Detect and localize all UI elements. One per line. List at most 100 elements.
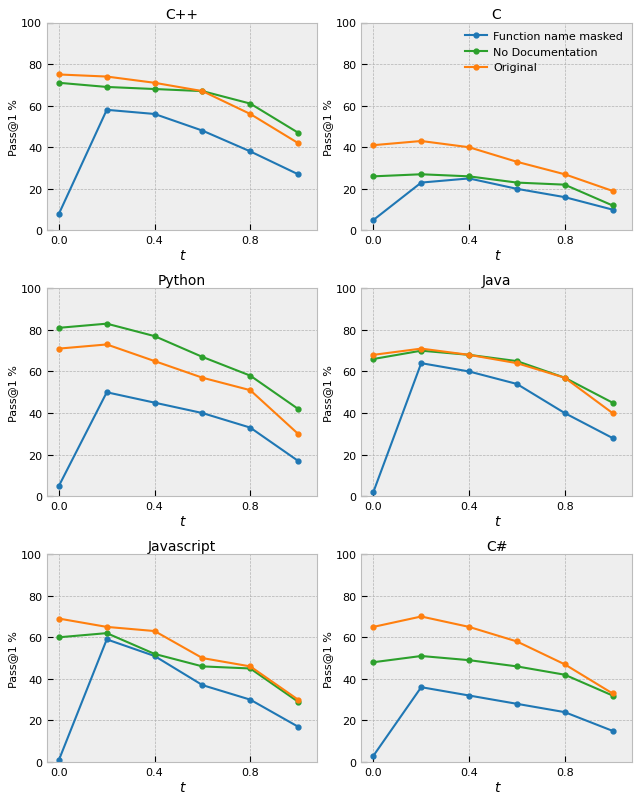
Function name masked bbox=[465, 367, 473, 377]
Legend: Function name masked, No Documentation, Original: Function name masked, No Documentation, … bbox=[462, 29, 626, 77]
No Documentation bbox=[369, 658, 377, 667]
Function name masked bbox=[609, 434, 616, 444]
Line: Original: Original bbox=[56, 617, 301, 703]
Original bbox=[198, 87, 206, 97]
Line: No Documentation: No Documentation bbox=[56, 322, 301, 411]
No Documentation bbox=[417, 651, 425, 661]
Line: Function name masked: Function name masked bbox=[371, 361, 615, 495]
No Documentation bbox=[198, 353, 206, 363]
Original bbox=[151, 357, 159, 367]
Original bbox=[561, 660, 568, 670]
No Documentation bbox=[151, 85, 159, 95]
Function name masked bbox=[198, 127, 206, 136]
Line: Original: Original bbox=[371, 614, 615, 696]
Original bbox=[513, 637, 521, 646]
Original bbox=[417, 612, 425, 622]
No Documentation bbox=[103, 629, 111, 638]
Function name masked bbox=[198, 680, 206, 690]
Title: C: C bbox=[492, 8, 501, 22]
No Documentation bbox=[465, 350, 473, 360]
Function name masked bbox=[151, 399, 159, 408]
Original bbox=[369, 350, 377, 360]
No Documentation bbox=[246, 99, 254, 109]
Original bbox=[609, 409, 616, 419]
Original bbox=[294, 695, 302, 705]
Title: C++: C++ bbox=[166, 8, 198, 22]
Original bbox=[198, 374, 206, 383]
Line: No Documentation: No Documentation bbox=[371, 654, 615, 698]
Function name masked bbox=[198, 409, 206, 419]
No Documentation bbox=[103, 319, 111, 329]
Original bbox=[609, 689, 616, 699]
Original bbox=[294, 139, 302, 148]
Original bbox=[417, 344, 425, 354]
X-axis label: t: t bbox=[494, 514, 499, 529]
Function name masked bbox=[151, 110, 159, 119]
No Documentation bbox=[151, 332, 159, 342]
No Documentation bbox=[294, 128, 302, 138]
Original bbox=[465, 144, 473, 153]
Function name masked bbox=[417, 683, 425, 692]
Y-axis label: Pass@1 %: Pass@1 % bbox=[8, 99, 19, 156]
Y-axis label: Pass@1 %: Pass@1 % bbox=[323, 630, 333, 687]
No Documentation bbox=[198, 662, 206, 671]
Function name masked bbox=[609, 205, 616, 215]
Function name masked bbox=[513, 379, 521, 389]
Function name masked bbox=[55, 209, 63, 219]
Function name masked bbox=[294, 170, 302, 180]
Original bbox=[369, 622, 377, 632]
No Documentation bbox=[369, 354, 377, 364]
Original bbox=[246, 110, 254, 119]
Function name masked bbox=[513, 699, 521, 709]
No Documentation bbox=[151, 650, 159, 659]
Line: No Documentation: No Documentation bbox=[371, 349, 615, 406]
No Documentation bbox=[294, 404, 302, 414]
No Documentation bbox=[513, 179, 521, 188]
Function name masked bbox=[103, 634, 111, 644]
No Documentation bbox=[609, 399, 616, 408]
Original bbox=[513, 358, 521, 368]
Original bbox=[294, 430, 302, 439]
Line: Original: Original bbox=[56, 73, 301, 146]
Line: No Documentation: No Documentation bbox=[371, 172, 615, 209]
Original bbox=[417, 137, 425, 147]
Function name masked bbox=[417, 179, 425, 188]
Title: C#: C# bbox=[486, 539, 508, 553]
Line: No Documentation: No Documentation bbox=[56, 631, 301, 704]
Original bbox=[151, 79, 159, 88]
X-axis label: t: t bbox=[494, 780, 499, 794]
Original bbox=[55, 614, 63, 624]
Original bbox=[369, 141, 377, 151]
Line: Original: Original bbox=[56, 342, 301, 437]
Original bbox=[465, 350, 473, 360]
Function name masked bbox=[465, 174, 473, 184]
X-axis label: t: t bbox=[179, 249, 185, 263]
No Documentation bbox=[609, 691, 616, 700]
Title: Java: Java bbox=[482, 273, 511, 288]
Line: Function name masked: Function name masked bbox=[56, 391, 301, 488]
Function name masked bbox=[103, 106, 111, 115]
No Documentation bbox=[55, 323, 63, 333]
Function name masked bbox=[294, 722, 302, 731]
Original bbox=[246, 386, 254, 395]
Function name masked bbox=[369, 216, 377, 225]
No Documentation bbox=[246, 371, 254, 381]
Function name masked bbox=[369, 488, 377, 497]
Original bbox=[513, 158, 521, 168]
Line: Function name masked: Function name masked bbox=[56, 108, 301, 217]
No Documentation bbox=[55, 633, 63, 642]
Original bbox=[55, 71, 63, 80]
No Documentation bbox=[513, 662, 521, 671]
Function name masked bbox=[246, 148, 254, 157]
No Documentation bbox=[417, 170, 425, 180]
Original bbox=[198, 654, 206, 663]
No Documentation bbox=[55, 79, 63, 88]
Function name masked bbox=[55, 755, 63, 765]
Line: Function name masked: Function name masked bbox=[371, 176, 615, 223]
Title: Python: Python bbox=[158, 273, 206, 288]
Original bbox=[103, 622, 111, 632]
Original bbox=[561, 374, 568, 383]
No Documentation bbox=[246, 664, 254, 674]
Function name masked bbox=[246, 423, 254, 433]
No Documentation bbox=[294, 697, 302, 707]
